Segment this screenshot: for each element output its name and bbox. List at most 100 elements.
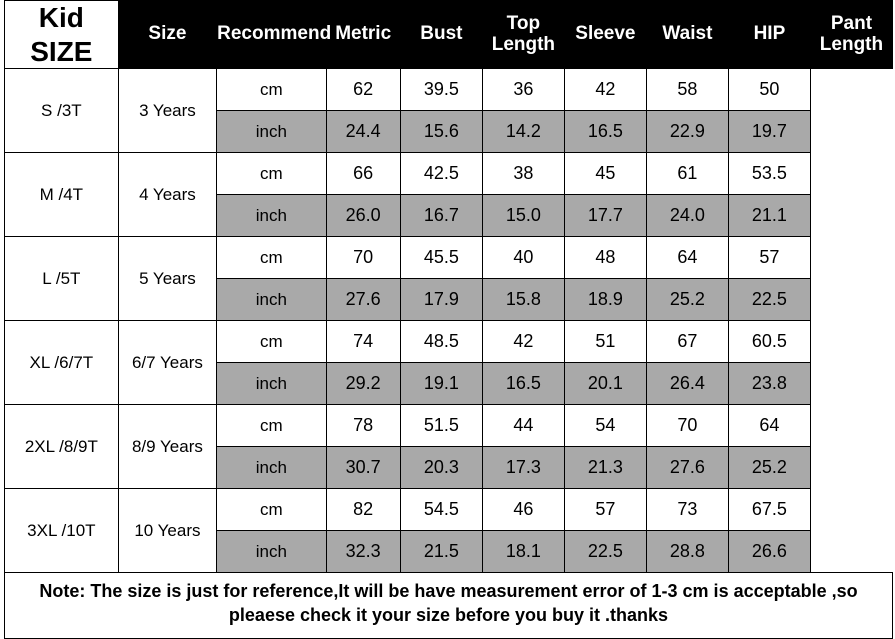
value-cell: 16.5	[564, 111, 646, 153]
value-cell: 19.7	[728, 111, 810, 153]
size-chart: Kid SIZE Size Recommend Metric Bust Top …	[0, 0, 895, 639]
header-recommend: Recommend	[217, 1, 326, 69]
value-cell: 17.9	[400, 279, 482, 321]
value-cell: 64	[646, 237, 728, 279]
value-cell: 26.4	[646, 363, 728, 405]
value-cell: 20.1	[564, 363, 646, 405]
metric-cm: cm	[217, 489, 326, 531]
value-cell: 25.2	[728, 447, 810, 489]
value-cell: 38	[482, 153, 564, 195]
metric-inch: inch	[217, 279, 326, 321]
header-bust: Bust	[400, 1, 482, 69]
value-cell: 15.8	[482, 279, 564, 321]
value-cell: 25.2	[646, 279, 728, 321]
value-cell: 61	[646, 153, 728, 195]
table-row: S /3T3 Yearscm6239.536425850	[5, 69, 893, 111]
note-row: Note: The size is just for reference,It …	[5, 573, 893, 639]
value-cell: 21.1	[728, 195, 810, 237]
value-cell: 21.3	[564, 447, 646, 489]
value-cell: 22.5	[728, 279, 810, 321]
value-cell: 57	[728, 237, 810, 279]
table-row: M /4T4 Yearscm6642.538456153.5	[5, 153, 893, 195]
value-cell: 26.0	[326, 195, 400, 237]
value-cell: 39.5	[400, 69, 482, 111]
value-cell: 78	[326, 405, 400, 447]
metric-cm: cm	[217, 405, 326, 447]
header-pant-length: Pant Length	[810, 1, 892, 69]
metric-cm: cm	[217, 321, 326, 363]
table-row: 3XL /10T10 Yearscm8254.546577367.5	[5, 489, 893, 531]
header-waist: Waist	[646, 1, 728, 69]
value-cell: 14.2	[482, 111, 564, 153]
table-header: Kid SIZE Size Recommend Metric Bust Top …	[5, 1, 893, 69]
value-cell: 57	[564, 489, 646, 531]
value-cell: 22.5	[564, 531, 646, 573]
note-text: Note: The size is just for reference,It …	[5, 573, 893, 639]
value-cell: 50	[728, 69, 810, 111]
recommend-cell: 8/9 Years	[118, 405, 216, 489]
value-cell: 54	[564, 405, 646, 447]
value-cell: 45.5	[400, 237, 482, 279]
metric-cm: cm	[217, 237, 326, 279]
value-cell: 16.5	[482, 363, 564, 405]
value-cell: 42	[564, 69, 646, 111]
recommend-cell: 4 Years	[118, 153, 216, 237]
value-cell: 24.4	[326, 111, 400, 153]
value-cell: 18.9	[564, 279, 646, 321]
header-hip: HIP	[728, 1, 810, 69]
value-cell: 48	[564, 237, 646, 279]
value-cell: 27.6	[646, 447, 728, 489]
value-cell: 30.7	[326, 447, 400, 489]
value-cell: 28.8	[646, 531, 728, 573]
value-cell: 51	[564, 321, 646, 363]
metric-cm: cm	[217, 69, 326, 111]
metric-inch: inch	[217, 363, 326, 405]
value-cell: 53.5	[728, 153, 810, 195]
value-cell: 17.3	[482, 447, 564, 489]
value-cell: 40	[482, 237, 564, 279]
value-cell: 19.1	[400, 363, 482, 405]
value-cell: 22.9	[646, 111, 728, 153]
value-cell: 44	[482, 405, 564, 447]
table-row: XL /6/7T6/7 Yearscm7448.542516760.5	[5, 321, 893, 363]
value-cell: 42.5	[400, 153, 482, 195]
value-cell: 15.0	[482, 195, 564, 237]
value-cell: 46	[482, 489, 564, 531]
table-row: 2XL /8/9T8/9 Yearscm7851.544547064	[5, 405, 893, 447]
recommend-cell: 3 Years	[118, 69, 216, 153]
value-cell: 26.6	[728, 531, 810, 573]
size-cell: L /5T	[5, 237, 119, 321]
value-cell: 15.6	[400, 111, 482, 153]
size-table: Kid SIZE Size Recommend Metric Bust Top …	[4, 0, 893, 639]
header-size: Size	[118, 1, 216, 69]
value-cell: 18.1	[482, 531, 564, 573]
size-cell: XL /6/7T	[5, 321, 119, 405]
value-cell: 70	[646, 405, 728, 447]
recommend-cell: 5 Years	[118, 237, 216, 321]
table-body: S /3T3 Yearscm6239.536425850inch24.415.6…	[5, 69, 893, 573]
value-cell: 60.5	[728, 321, 810, 363]
value-cell: 67	[646, 321, 728, 363]
metric-inch: inch	[217, 111, 326, 153]
value-cell: 48.5	[400, 321, 482, 363]
header-metric: Metric	[326, 1, 400, 69]
size-cell: 3XL /10T	[5, 489, 119, 573]
size-cell: 2XL /8/9T	[5, 405, 119, 489]
table-row: L /5T5 Yearscm7045.540486457	[5, 237, 893, 279]
value-cell: 17.7	[564, 195, 646, 237]
value-cell: 67.5	[728, 489, 810, 531]
value-cell: 74	[326, 321, 400, 363]
value-cell: 54.5	[400, 489, 482, 531]
value-cell: 64	[728, 405, 810, 447]
size-cell: M /4T	[5, 153, 119, 237]
value-cell: 66	[326, 153, 400, 195]
metric-inch: inch	[217, 195, 326, 237]
chart-title: Kid SIZE	[5, 1, 119, 69]
metric-inch: inch	[217, 447, 326, 489]
value-cell: 16.7	[400, 195, 482, 237]
metric-cm: cm	[217, 153, 326, 195]
value-cell: 70	[326, 237, 400, 279]
value-cell: 32.3	[326, 531, 400, 573]
value-cell: 21.5	[400, 531, 482, 573]
value-cell: 23.8	[728, 363, 810, 405]
